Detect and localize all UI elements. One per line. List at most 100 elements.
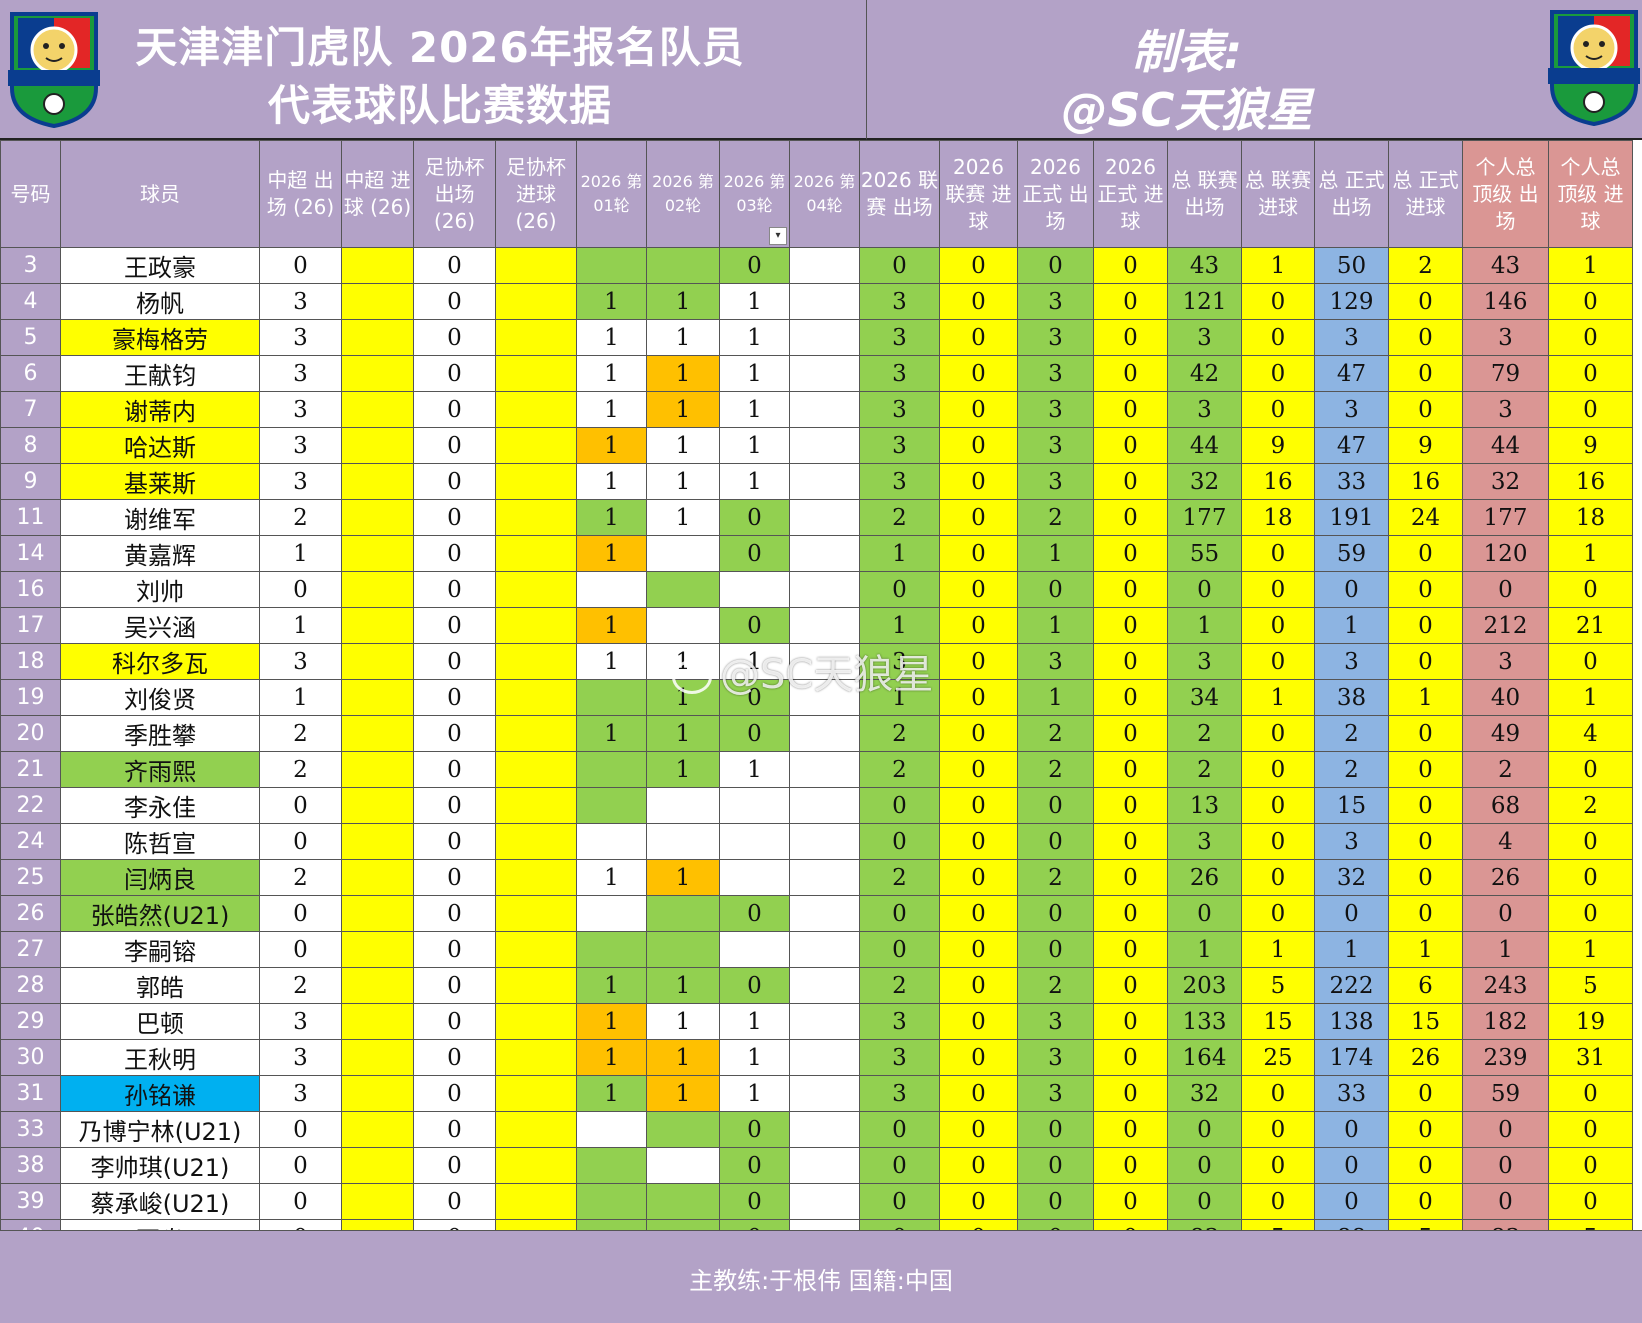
jersey-number[interactable]: 22 xyxy=(0,787,61,824)
cell-tot_lg_goals[interactable]: 0 xyxy=(1241,1183,1315,1220)
cell-top_apps[interactable]: 243 xyxy=(1462,967,1549,1004)
cell-tot_off_apps[interactable]: 2 xyxy=(1314,751,1389,788)
cell-top_apps[interactable]: 1 xyxy=(1462,931,1549,968)
cell-top_goals[interactable]: 18 xyxy=(1548,499,1633,536)
cell-tot_off_apps[interactable]: 33 xyxy=(1314,1075,1389,1112)
round-cell-r1[interactable]: 1 xyxy=(576,535,647,572)
cell-tot_lg_goals[interactable]: 0 xyxy=(1241,715,1315,752)
cell-tot_lg_goals[interactable]: 0 xyxy=(1241,1075,1315,1112)
cell-fa_apps[interactable]: 0 xyxy=(413,355,496,392)
player-name[interactable]: 孙铭谦 xyxy=(60,1075,260,1112)
cell-csl_goals[interactable] xyxy=(341,391,414,428)
round-cell-r1[interactable] xyxy=(576,823,647,860)
round-cell-r1[interactable]: 1 xyxy=(576,499,647,536)
player-name[interactable]: 郭皓 xyxy=(60,967,260,1004)
cell-top_goals[interactable]: 0 xyxy=(1548,1075,1633,1112)
cell-lg_goals[interactable]: 0 xyxy=(939,967,1018,1004)
player-name[interactable]: 王献钧 xyxy=(60,355,260,392)
round-cell-r4[interactable] xyxy=(789,715,860,752)
round-cell-r3[interactable]: 1 xyxy=(719,391,790,428)
cell-top_apps[interactable]: 32 xyxy=(1462,463,1549,500)
cell-csl_apps[interactable]: 0 xyxy=(259,787,342,824)
jersey-number[interactable]: 17 xyxy=(0,607,61,644)
cell-tot_lg_apps[interactable]: 133 xyxy=(1167,1003,1242,1040)
round-cell-r3[interactable]: 0 xyxy=(719,499,790,536)
round-cell-r2[interactable] xyxy=(646,895,720,932)
cell-csl_goals[interactable] xyxy=(341,427,414,464)
cell-tot_lg_apps[interactable]: 2 xyxy=(1167,715,1242,752)
cell-lg_apps[interactable]: 2 xyxy=(859,967,940,1004)
round-cell-r2[interactable]: 1 xyxy=(646,679,720,716)
cell-tot_off_goals[interactable]: 9 xyxy=(1388,427,1463,464)
player-name[interactable]: 王秋明 xyxy=(60,1039,260,1076)
cell-off_goals[interactable]: 0 xyxy=(1093,355,1168,392)
cell-lg_goals[interactable]: 0 xyxy=(939,391,1018,428)
round-cell-r4[interactable] xyxy=(789,247,860,284)
cell-tot_off_goals[interactable]: 0 xyxy=(1388,895,1463,932)
cell-top_goals[interactable]: 31 xyxy=(1548,1039,1633,1076)
round-cell-r1[interactable]: 1 xyxy=(576,355,647,392)
cell-fa_apps[interactable]: 0 xyxy=(413,499,496,536)
round-cell-r1[interactable]: 1 xyxy=(576,607,647,644)
cell-top_apps[interactable]: 3 xyxy=(1462,391,1549,428)
cell-off_goals[interactable]: 0 xyxy=(1093,463,1168,500)
cell-csl_goals[interactable] xyxy=(341,859,414,896)
round-cell-r2[interactable] xyxy=(646,535,720,572)
cell-csl_goals[interactable] xyxy=(341,1003,414,1040)
cell-top_goals[interactable]: 0 xyxy=(1548,643,1633,680)
round-cell-r2[interactable]: 1 xyxy=(646,283,720,320)
cell-tot_off_goals[interactable]: 0 xyxy=(1388,1147,1463,1184)
cell-fa_goals[interactable] xyxy=(495,823,577,860)
cell-lg_goals[interactable]: 0 xyxy=(939,643,1018,680)
cell-tot_off_goals[interactable]: 6 xyxy=(1388,967,1463,1004)
cell-lg_apps[interactable]: 3 xyxy=(859,1039,940,1076)
cell-fa_goals[interactable] xyxy=(495,1003,577,1040)
cell-tot_off_apps[interactable]: 174 xyxy=(1314,1039,1389,1076)
cell-top_goals[interactable]: 0 xyxy=(1548,823,1633,860)
cell-lg_goals[interactable]: 0 xyxy=(939,895,1018,932)
round-cell-r4[interactable] xyxy=(789,607,860,644)
cell-csl_apps[interactable]: 0 xyxy=(259,931,342,968)
cell-tot_lg_apps[interactable]: 44 xyxy=(1167,427,1242,464)
cell-tot_lg_goals[interactable]: 0 xyxy=(1241,319,1315,356)
cell-lg_goals[interactable]: 0 xyxy=(939,427,1018,464)
round-cell-r4[interactable] xyxy=(789,1003,860,1040)
cell-off_apps[interactable]: 0 xyxy=(1017,787,1094,824)
cell-tot_lg_apps[interactable]: 1 xyxy=(1167,607,1242,644)
cell-tot_lg_apps[interactable]: 0 xyxy=(1167,895,1242,932)
jersey-number[interactable]: 8 xyxy=(0,427,61,464)
cell-top_apps[interactable]: 79 xyxy=(1462,355,1549,392)
cell-csl_goals[interactable] xyxy=(341,571,414,608)
player-name[interactable]: 闫炳良 xyxy=(60,859,260,896)
cell-fa_apps[interactable]: 0 xyxy=(413,571,496,608)
jersey-number[interactable]: 27 xyxy=(0,931,61,968)
jersey-number[interactable]: 30 xyxy=(0,1039,61,1076)
cell-fa_apps[interactable]: 0 xyxy=(413,1111,496,1148)
cell-off_apps[interactable]: 3 xyxy=(1017,463,1094,500)
cell-tot_off_apps[interactable]: 129 xyxy=(1314,283,1389,320)
cell-lg_goals[interactable]: 0 xyxy=(939,463,1018,500)
cell-lg_apps[interactable]: 2 xyxy=(859,751,940,788)
cell-fa_apps[interactable]: 0 xyxy=(413,427,496,464)
round-cell-r3[interactable] xyxy=(719,571,790,608)
cell-csl_apps[interactable]: 0 xyxy=(259,247,342,284)
cell-csl_goals[interactable] xyxy=(341,787,414,824)
jersey-number[interactable]: 26 xyxy=(0,895,61,932)
cell-tot_lg_apps[interactable]: 3 xyxy=(1167,643,1242,680)
cell-tot_lg_goals[interactable]: 0 xyxy=(1241,571,1315,608)
cell-off_goals[interactable]: 0 xyxy=(1093,1039,1168,1076)
round-cell-r4[interactable] xyxy=(789,931,860,968)
cell-top_apps[interactable]: 239 xyxy=(1462,1039,1549,1076)
cell-tot_off_goals[interactable]: 0 xyxy=(1388,535,1463,572)
cell-off_goals[interactable]: 0 xyxy=(1093,1075,1168,1112)
round-cell-r3[interactable]: 1 xyxy=(719,427,790,464)
cell-off_apps[interactable]: 0 xyxy=(1017,571,1094,608)
cell-lg_goals[interactable]: 0 xyxy=(939,1147,1018,1184)
cell-tot_lg_apps[interactable]: 3 xyxy=(1167,319,1242,356)
cell-fa_goals[interactable] xyxy=(495,787,577,824)
cell-off_goals[interactable]: 0 xyxy=(1093,283,1168,320)
cell-off_apps[interactable]: 0 xyxy=(1017,1111,1094,1148)
round-cell-r1[interactable]: 1 xyxy=(576,1075,647,1112)
cell-csl_goals[interactable] xyxy=(341,1147,414,1184)
cell-lg_apps[interactable]: 3 xyxy=(859,463,940,500)
